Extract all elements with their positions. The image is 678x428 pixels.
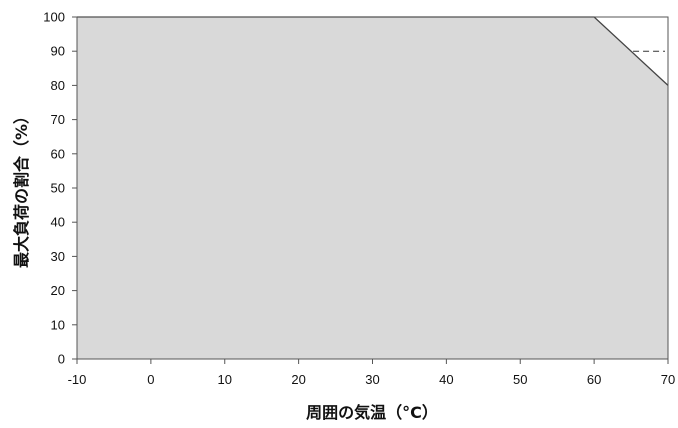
x-tick-label: 40 [439,372,453,387]
y-tick-label: 100 [43,10,65,25]
y-axis-title: 最大負荷の割合（%） [12,108,31,268]
y-tick-label: 10 [51,317,65,332]
x-tick-label: -10 [68,372,87,387]
x-tick-label: 10 [218,372,232,387]
y-tick-label: 0 [58,352,65,367]
x-tick-label: 60 [587,372,601,387]
area-layer [77,16,669,359]
x-tick-label: 0 [147,372,154,387]
y-tick-label: 80 [51,78,65,93]
y-tick-label: 50 [51,181,65,196]
y-tick-label: 60 [51,146,65,161]
x-tick-label: 70 [661,372,675,387]
y-tick-label: 40 [51,215,65,230]
area-series-0 [77,17,668,359]
x-axis-title: 周囲の気温（°C） [306,403,438,422]
y-tick-label: 70 [51,112,65,127]
x-axis: -10 0 10 20 30 40 50 60 70 [68,359,675,387]
x-tick-label: 20 [291,372,305,387]
y-axis: 0 10 20 30 40 50 60 70 80 90 100 [43,10,77,367]
y-tick-label: 90 [51,44,65,59]
x-tick-label: 50 [513,372,527,387]
x-tick-label: 30 [365,372,379,387]
y-tick-label: 30 [51,249,65,264]
y-tick-label: 20 [51,283,65,298]
